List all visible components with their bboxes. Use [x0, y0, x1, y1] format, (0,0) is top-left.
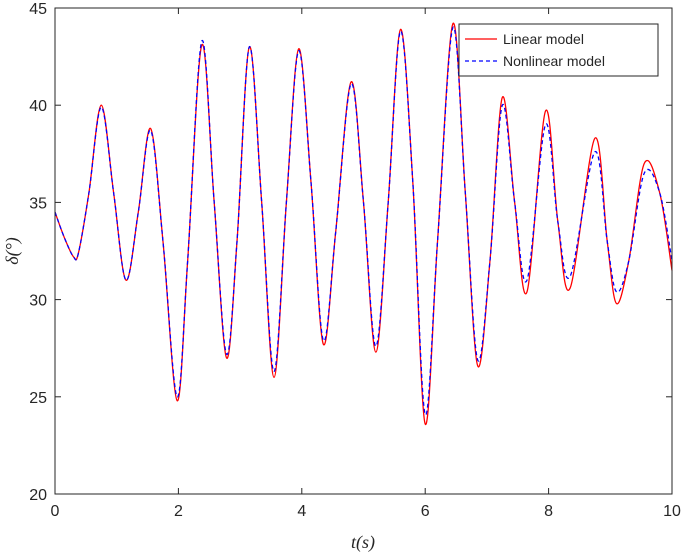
x-tick-label: 4 — [297, 503, 306, 520]
y-tick-label: 45 — [29, 1, 47, 18]
y-axis-label: δ(°) — [2, 237, 23, 265]
x-tick-label: 0 — [51, 503, 60, 520]
y-tick-label: 35 — [29, 195, 47, 212]
y-tick-label: 25 — [29, 390, 47, 407]
y-tick-label: 20 — [29, 487, 47, 504]
axis-layer: 0 2 4 6 8 10 20 25 30 35 40 45 — [29, 1, 681, 520]
legend-box — [458, 23, 659, 77]
y-tick-label: 40 — [29, 98, 47, 115]
legend: Linear model Nonlinear model — [458, 23, 659, 77]
plot-area — [55, 8, 672, 494]
plot-border — [54, 7, 673, 495]
x-axis-label: t(s) — [351, 532, 375, 553]
series-linear-model-line — [54, 22, 673, 425]
x-tick-label: 2 — [174, 503, 183, 520]
series-layer — [54, 22, 673, 425]
legend-linear-label: Linear model — [503, 31, 584, 47]
x-tick-label: 6 — [421, 503, 430, 520]
y-tick-label: 30 — [29, 293, 47, 310]
legend-nonlinear-label: Nonlinear model — [503, 53, 605, 69]
x-tick-label: 10 — [663, 503, 681, 520]
series-nonlinear-model-line — [54, 26, 673, 416]
x-tick-label: 8 — [544, 503, 553, 520]
